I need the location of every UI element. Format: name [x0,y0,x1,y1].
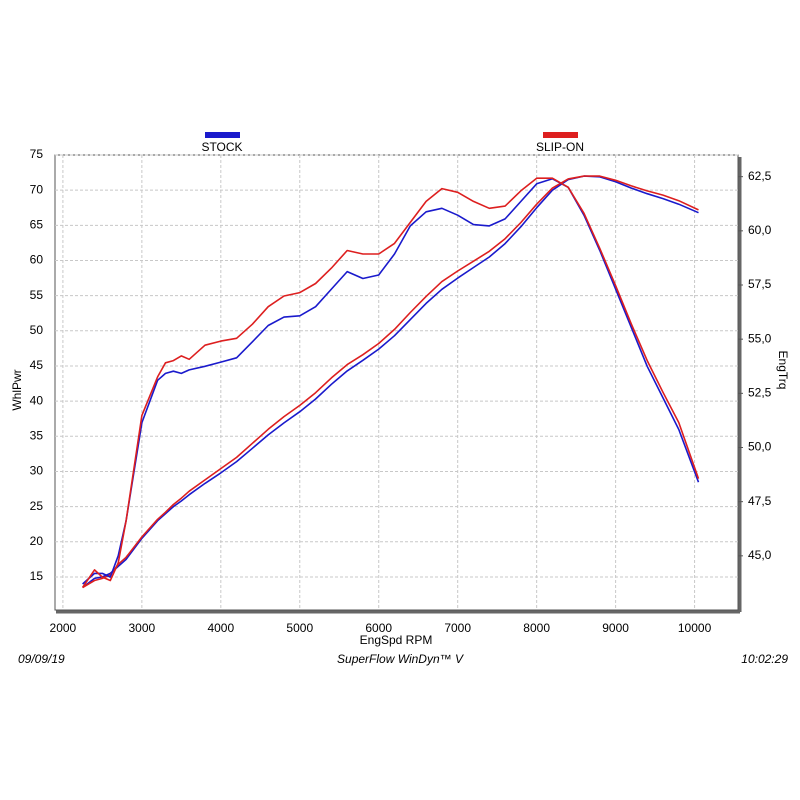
data-line [81,177,700,588]
y-tick-label: 55 [30,288,44,302]
legend-label: SLIP-ON [536,140,584,154]
y-tick-label: 65 [30,217,44,231]
x-tick-label: 4000 [207,621,234,635]
x-tick-label: 3000 [129,621,156,635]
y-tick-label: 75 [30,147,44,161]
y2-tick-label: 57,5 [748,277,772,291]
y2-tick-label: 45,0 [748,548,772,562]
x-axis-label: EngSpd RPM [360,633,433,647]
x-tick-label: 5000 [286,621,313,635]
data-line [82,175,699,589]
y2-axis-label: EngTrq [776,351,790,390]
footer-software: SuperFlow WinDyn™ V [337,652,464,666]
legend-label: STOCK [201,140,242,154]
y-tick-label: 35 [30,428,44,442]
footer-time: 10:02:29 [741,652,788,666]
y2-tick-label: 60,0 [748,223,772,237]
y-axis-label: WhlPwr [10,369,24,410]
y-tick-label: 25 [30,499,44,513]
y-tick-label: 45 [30,358,44,372]
y-tick-label: 60 [30,253,44,267]
y-tick-label: 15 [30,569,44,583]
x-tick-label: 7000 [444,621,471,635]
legend-swatch [205,132,240,138]
x-tick-label: 6000 [365,621,392,635]
data-line [82,178,700,585]
plot-area [54,154,739,611]
y-tick-label: 70 [30,182,44,196]
x-tick-label: 10000 [678,621,712,635]
legend-swatch [543,132,578,138]
y-tick-label: 40 [30,393,44,407]
y-tick-label: 20 [30,534,44,548]
y2-tick-label: 55,0 [748,331,772,345]
x-tick-label: 2000 [50,621,77,635]
y-tick-label: 30 [30,464,44,478]
y2-tick-label: 50,0 [748,440,772,454]
x-tick-label: 9000 [602,621,629,635]
y2-tick-label: 47,5 [748,494,772,508]
y-tick-label: 50 [30,323,44,337]
y2-tick-label: 52,5 [748,386,772,400]
footer-date: 09/09/19 [18,652,65,666]
x-tick-label: 8000 [523,621,550,635]
y2-tick-label: 62,5 [748,169,772,183]
